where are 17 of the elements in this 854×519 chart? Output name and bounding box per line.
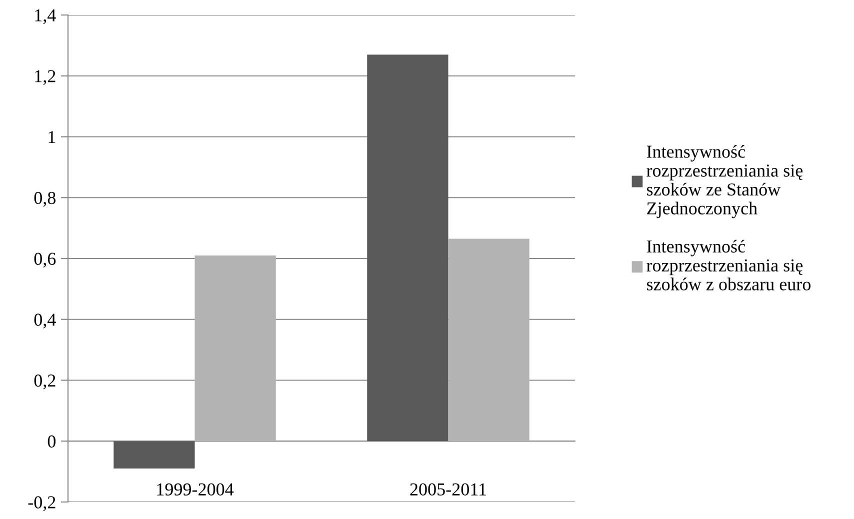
- y-tick-label: 1,4: [35, 9, 56, 24]
- x-tick-label: 2005-2011: [410, 483, 486, 496]
- y-tick-label: 0,6: [34, 252, 56, 268]
- bar: [114, 441, 195, 469]
- bar: [448, 238, 530, 442]
- y-tick-label: 0,4: [34, 314, 56, 328]
- y-tick-label: 1: [48, 131, 56, 144]
- y-tick-label: 0,2: [34, 374, 56, 390]
- y-tick-label: 1,2: [35, 70, 56, 85]
- legend-label: Intensywność rozprzestrzeniania się szoków z obszaru euro: [646, 240, 811, 290]
- x-tick-label: 1999-2004: [157, 483, 234, 496]
- y-tick-label: 0,8: [34, 192, 56, 207]
- bar: [367, 54, 448, 442]
- legend-label: Intensywność rozprzestrzeniania się szoków ze Stanów Zjednoczonych: [646, 145, 803, 218]
- y-tick-label: 0: [48, 435, 56, 448]
- y-tick-label: -0,2: [28, 496, 56, 512]
- bar: [194, 255, 276, 442]
